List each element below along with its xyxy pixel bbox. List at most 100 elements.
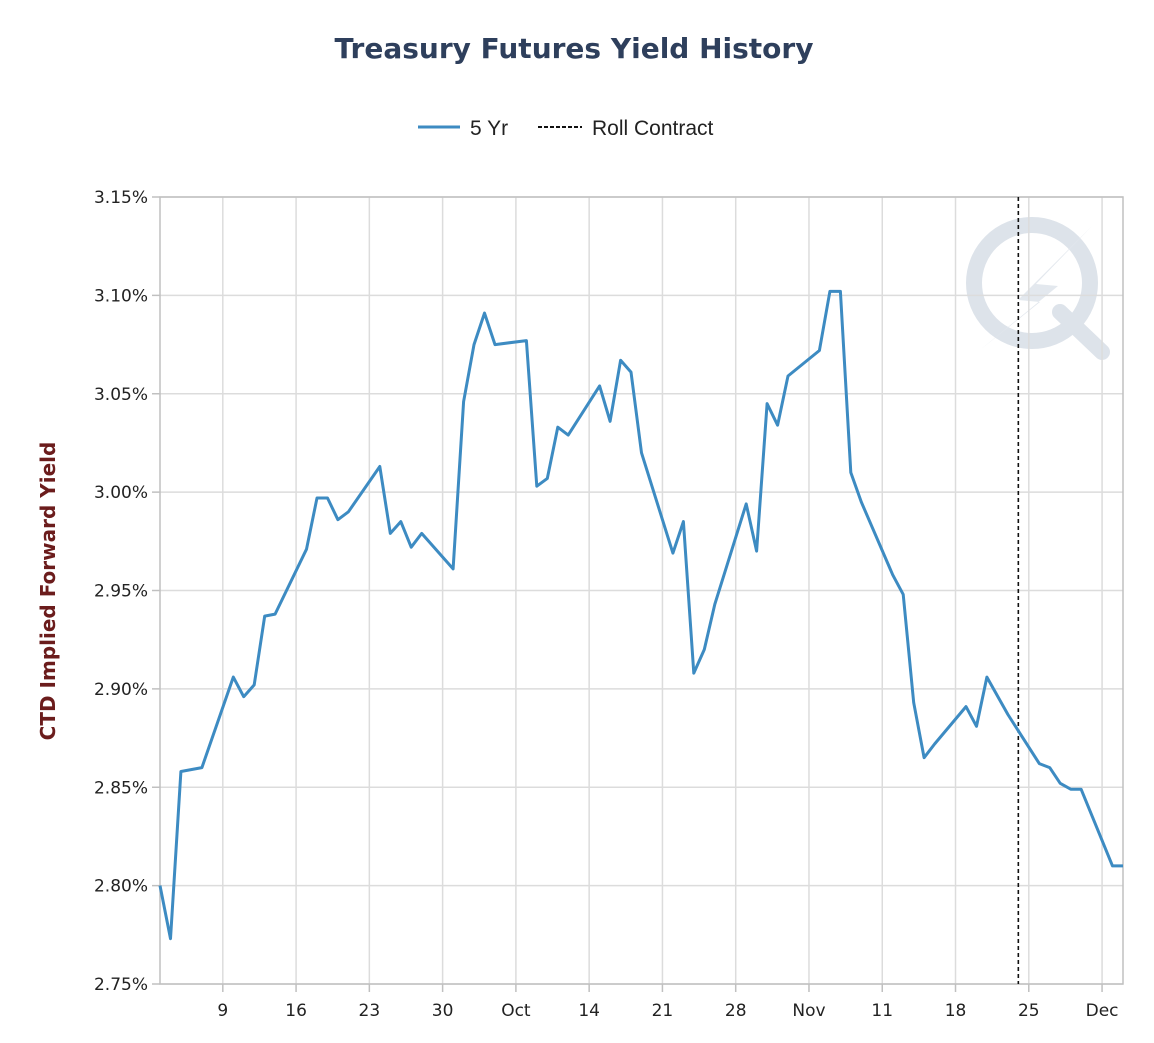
data-point xyxy=(619,358,623,362)
data-point xyxy=(158,884,162,888)
data-point xyxy=(922,756,926,760)
data-point xyxy=(828,289,832,293)
data-point xyxy=(462,400,466,404)
plot-area-frame xyxy=(159,196,1124,985)
data-point xyxy=(817,349,821,353)
grid-lines xyxy=(160,196,1123,985)
data-point xyxy=(755,549,759,553)
y-axis-label: CTD Implied Forward Yield xyxy=(36,442,60,741)
data-point xyxy=(1069,787,1073,791)
data-point xyxy=(1079,787,1083,791)
data-point xyxy=(964,705,968,709)
x-tick-label: 21 xyxy=(652,1001,674,1021)
data-point xyxy=(493,343,497,347)
data-point xyxy=(859,500,863,504)
data-point xyxy=(483,311,487,315)
data-point xyxy=(545,476,549,480)
y-tick-label: 3.00% xyxy=(94,483,148,503)
data-point xyxy=(535,484,539,488)
data-point xyxy=(1037,762,1041,766)
data-point xyxy=(305,547,309,551)
x-tick-label: 14 xyxy=(578,1001,600,1021)
legend-item-5yr[interactable]: 5 Yr xyxy=(418,117,508,140)
data-point xyxy=(713,602,717,606)
data-point xyxy=(263,614,267,618)
x-axis-ticks: 9 16 23 30 Oct 14 21 28 Nov 11 18 25 Dec xyxy=(217,984,1119,1021)
data-point xyxy=(933,742,937,746)
legend: 5 Yr Roll Contract xyxy=(418,117,714,140)
y-tick-label: 2.75% xyxy=(94,975,148,995)
legend-label-roll-contract: Roll Contract xyxy=(592,117,714,140)
y-tick-label: 2.80% xyxy=(94,877,148,897)
data-point xyxy=(681,520,685,524)
data-point xyxy=(786,374,790,378)
data-point xyxy=(326,496,330,500)
data-point xyxy=(744,502,748,506)
x-tick-label: 9 xyxy=(217,1001,228,1021)
data-point xyxy=(200,766,204,770)
data-point xyxy=(849,471,853,475)
x-tick-label: 23 xyxy=(359,1001,381,1021)
data-point xyxy=(378,465,382,469)
x-tick-label: 30 xyxy=(432,1001,454,1021)
x-tick-label: Nov xyxy=(792,1001,825,1021)
x-tick-label: 16 xyxy=(285,1001,307,1021)
data-point xyxy=(566,433,570,437)
data-point xyxy=(388,531,392,535)
data-point xyxy=(346,510,350,514)
data-point xyxy=(776,423,780,427)
data-point xyxy=(231,675,235,679)
data-point xyxy=(179,770,183,774)
data-point xyxy=(608,419,612,423)
data-point xyxy=(891,573,895,577)
data-point xyxy=(1048,766,1052,770)
series-points-5yr xyxy=(158,289,1125,940)
data-point xyxy=(242,695,246,699)
data-point xyxy=(1111,864,1115,868)
data-point xyxy=(399,520,403,524)
data-point xyxy=(315,496,319,500)
data-point xyxy=(702,648,706,652)
y-tick-label: 3.10% xyxy=(94,286,148,306)
data-point xyxy=(1058,781,1062,785)
y-tick-label: 2.85% xyxy=(94,778,148,798)
legend-label-5yr: 5 Yr xyxy=(470,117,508,140)
x-tick-label: 11 xyxy=(871,1001,893,1021)
data-point xyxy=(472,343,476,347)
y-tick-label: 3.05% xyxy=(94,385,148,405)
legend-item-roll-contract[interactable]: Roll Contract xyxy=(538,117,714,140)
data-point xyxy=(901,592,905,596)
y-tick-label: 2.95% xyxy=(94,582,148,602)
data-point xyxy=(765,402,769,406)
data-point xyxy=(409,545,413,549)
data-point xyxy=(640,451,644,455)
data-point xyxy=(252,683,256,687)
data-point xyxy=(692,671,696,675)
data-point xyxy=(524,339,528,343)
data-point xyxy=(336,518,340,522)
y-tick-label: 3.15% xyxy=(94,188,148,208)
data-point xyxy=(1006,713,1010,717)
x-tick-label: 25 xyxy=(1018,1001,1040,1021)
data-point xyxy=(556,425,560,429)
watermark-logo xyxy=(966,217,1110,360)
y-tick-label: 2.90% xyxy=(94,680,148,700)
data-point xyxy=(1121,864,1125,868)
x-tick-label: 18 xyxy=(945,1001,967,1021)
y-axis-ticks: 2.75% 2.80% 2.85% 2.90% 2.95% 3.00% 3.05% 3.10%… xyxy=(94,188,160,995)
data-point xyxy=(420,531,424,535)
data-point xyxy=(671,551,675,555)
data-point xyxy=(598,384,602,388)
x-tick-label: Oct xyxy=(501,1001,531,1021)
x-tick-label: Dec xyxy=(1086,1001,1119,1021)
data-point xyxy=(169,937,173,941)
data-point xyxy=(629,370,633,374)
data-point xyxy=(451,567,455,571)
data-point xyxy=(985,675,989,679)
chart-title: Treasury Futures Yield History xyxy=(335,32,814,65)
x-tick-label: 28 xyxy=(725,1001,747,1021)
data-point xyxy=(838,289,842,293)
data-point xyxy=(912,701,916,705)
